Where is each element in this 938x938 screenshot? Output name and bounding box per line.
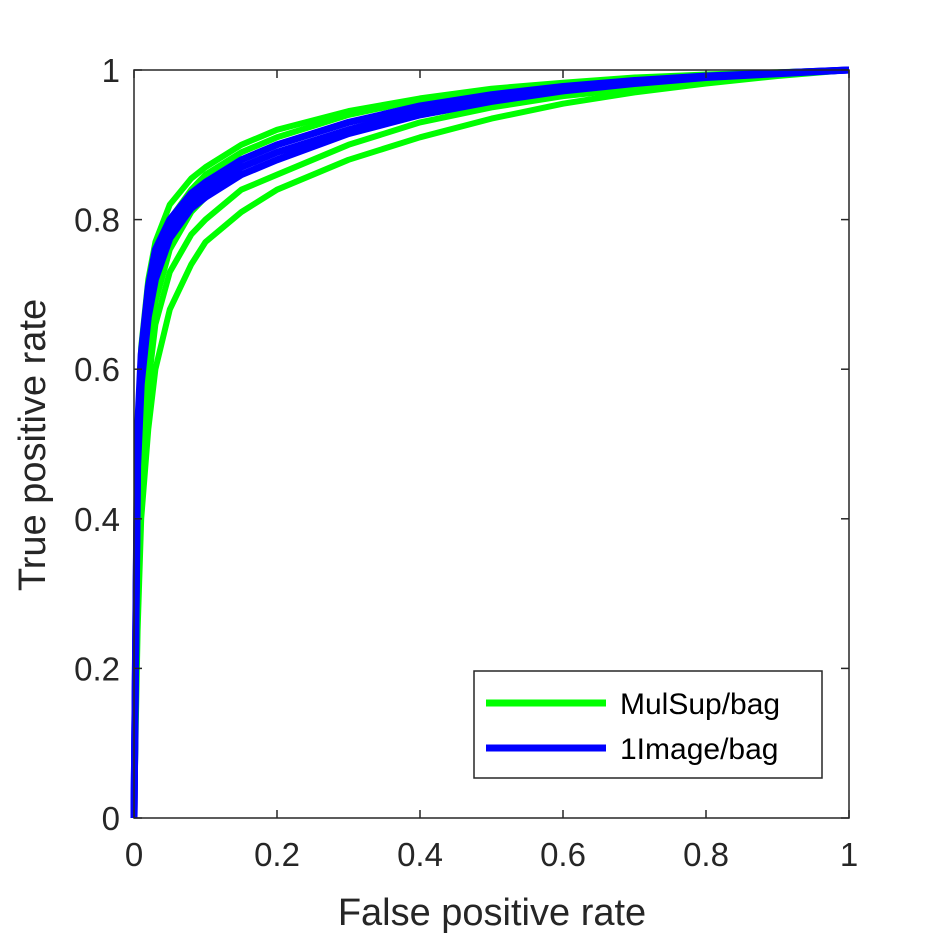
- y-axis-label: True positive rate: [12, 299, 54, 591]
- y-tick-label: 0.8: [74, 202, 120, 239]
- x-tick-label: 1: [840, 836, 858, 873]
- roc-curve: [131, 67, 850, 819]
- x-tick-label: 0: [125, 836, 143, 873]
- roc-curve: [130, 66, 850, 819]
- ticks-layer: 0 0.2 0.4 0.6 0.8 1 0 0.2 0.4 0.6 0.8 1: [74, 52, 858, 873]
- curves-layer: [130, 66, 850, 819]
- x-tick-label: 0.6: [540, 836, 586, 873]
- y-tick-label: 0: [102, 800, 120, 837]
- x-tick-label: 0.4: [397, 836, 443, 873]
- y-tick-label: 0.2: [74, 650, 120, 687]
- x-axis-label: False positive rate: [338, 892, 646, 934]
- legend-label-1image: 1Image/bag: [620, 733, 778, 766]
- axes-box: [133, 69, 850, 819]
- legend-label-mulsup: MulSup/bag: [620, 688, 780, 721]
- y-tick-label: 0.6: [74, 351, 120, 388]
- series-1image: [130, 66, 850, 819]
- roc-curve: [131, 67, 850, 819]
- axes-layer: [133, 69, 850, 819]
- x-tick-label: 0.8: [683, 836, 729, 873]
- legend-box: [473, 670, 823, 779]
- y-tick-label: 1: [102, 52, 120, 89]
- x-tick-label: 0.2: [254, 836, 300, 873]
- legend: MulSup/bag 1Image/bag: [473, 670, 823, 779]
- y-tick-label: 0.4: [74, 501, 120, 538]
